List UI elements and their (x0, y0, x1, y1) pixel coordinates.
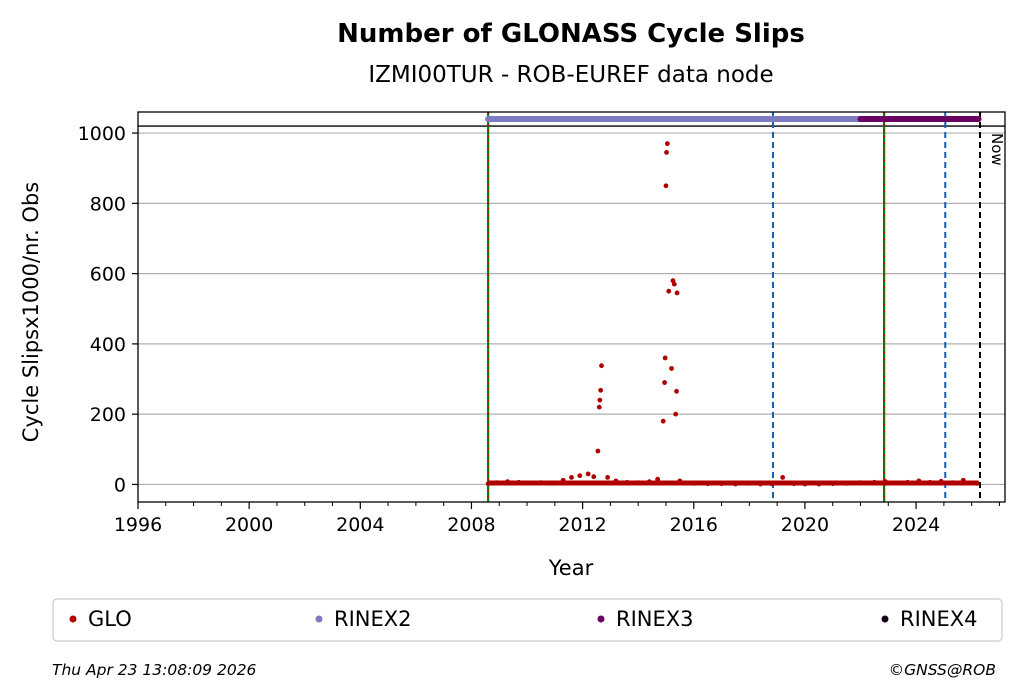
glo-point (624, 479, 630, 485)
glo-point (585, 471, 591, 477)
glo-point (673, 411, 679, 417)
glo-point (664, 150, 669, 155)
x-tick-label-2000: 2000 (225, 514, 273, 536)
glo-point (666, 288, 672, 294)
legend-label-glo: GLO (88, 607, 132, 631)
y-tick-label-200: 200 (90, 404, 126, 426)
glo-point (916, 478, 922, 484)
chart-subtitle: IZMI00TUR - ROB-EUREF data node (368, 62, 773, 88)
x-tick-label-2004: 2004 (336, 514, 384, 536)
glo-point (844, 480, 850, 486)
glo-point (969, 480, 975, 486)
glo-point (598, 387, 604, 393)
glo-point (577, 473, 583, 479)
legend-label-rinex4: RINEX4 (900, 607, 978, 631)
x-tick-label-2008: 2008 (447, 514, 495, 536)
glo-point (655, 476, 661, 482)
y-tick-label-0: 0 (114, 474, 126, 496)
data-series (485, 116, 982, 487)
glo-point (516, 479, 522, 485)
glo-point (894, 480, 900, 486)
x-tick-label-2016: 2016 (670, 514, 718, 536)
x-axis-label: Year (548, 556, 594, 580)
glo-point (527, 480, 533, 486)
glo-point (674, 290, 680, 296)
legend-marker-rinex2 (315, 615, 323, 623)
glo-point (744, 480, 749, 486)
glo-point (974, 480, 980, 486)
y-tick-label-400: 400 (90, 334, 126, 356)
glo-point (662, 380, 667, 385)
glo-point (605, 475, 611, 480)
glo-point (674, 388, 679, 394)
glo-point (871, 479, 877, 485)
glo-point (791, 481, 797, 487)
plot-frame (137, 111, 1006, 503)
glo-point (635, 480, 641, 486)
glo-point (733, 481, 738, 487)
glo-point (599, 363, 604, 369)
glo-point (949, 480, 955, 486)
glo-point (538, 480, 544, 486)
legend: GLO RINEX2 RINEX3 RINEX4 (69, 607, 978, 631)
glo-point (494, 480, 499, 486)
y-tick-label-800: 800 (90, 193, 126, 215)
glo-point (485, 481, 491, 487)
y-tick-label-600: 600 (90, 264, 126, 286)
x-tick-label-2024: 2024 (892, 514, 940, 536)
legend-box (52, 598, 1003, 642)
legend-marker-glo (69, 615, 77, 623)
glo-point (595, 448, 601, 454)
glo-point (591, 474, 597, 480)
glo-point (758, 481, 763, 487)
grid-lines (138, 132, 1005, 486)
glo-point (683, 480, 688, 486)
glo-point (705, 481, 711, 487)
glo-point (719, 481, 724, 487)
glo-point (677, 478, 683, 484)
glo-point (671, 281, 677, 287)
y-axis-label: Cycle Slipsx1000/nr. Obs (19, 182, 43, 442)
footer-copyright: ©GNSS@ROB (889, 661, 996, 679)
legend-label-rinex3: RINEX3 (616, 607, 694, 631)
glo-point (664, 141, 670, 147)
glo-point (905, 479, 911, 485)
chart-title: Number of GLONASS Cycle Slips (337, 19, 805, 49)
x-tick-label-2020: 2020 (781, 514, 829, 536)
x-tick-label-2012: 2012 (558, 514, 606, 536)
glo-point (858, 480, 863, 486)
glo-point (830, 481, 836, 487)
glo-point (660, 418, 666, 424)
glo-point (780, 475, 786, 480)
glo-point (613, 478, 619, 484)
legend-label-rinex2: RINEX2 (334, 607, 412, 631)
glo-point (663, 183, 669, 189)
glo-point (505, 479, 510, 485)
vertical-markers: Now (138, 112, 1006, 502)
glo-point (597, 397, 603, 403)
footer-timestamp: Thu Apr 23 13:08:09 2026 (52, 661, 257, 679)
glo-point (669, 366, 674, 371)
x-tick-label-1996: 1996 (114, 514, 162, 536)
glo-point (596, 404, 602, 410)
legend-marker-rinex4 (881, 615, 889, 623)
axes: 0 200 400 600 800 1000 1996 2000 2004 2008 2012 201… (78, 123, 1000, 536)
glo-point (569, 475, 574, 480)
legend-marker-rinex3 (597, 615, 605, 623)
glo-point (769, 481, 774, 487)
now-label: Now (988, 133, 1006, 166)
glo-point (691, 480, 697, 486)
glo-point (883, 479, 888, 485)
glo-point (662, 355, 668, 361)
glo-point (646, 479, 652, 485)
glo-point (802, 481, 808, 487)
glo-point (816, 481, 822, 487)
glo-point (960, 477, 966, 483)
y-tick-label-1000: 1000 (78, 123, 126, 145)
glo-point (927, 479, 933, 485)
glo-point (549, 480, 555, 486)
glo-point (560, 477, 566, 483)
glo-point (938, 478, 944, 484)
